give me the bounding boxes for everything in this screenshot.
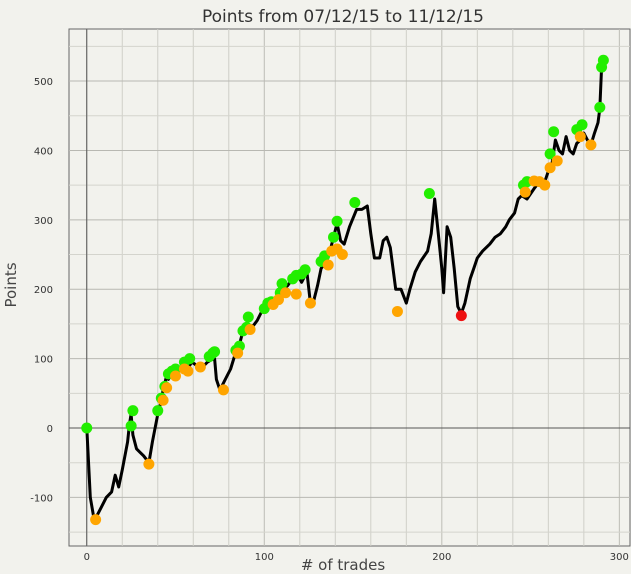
axes — [69, 29, 630, 546]
orange-marker — [161, 382, 173, 394]
orange-marker — [182, 365, 194, 377]
green-marker — [544, 148, 556, 160]
green-marker — [81, 422, 93, 434]
orange-marker — [322, 259, 334, 271]
y-tick-label: 200 — [34, 285, 53, 296]
y-tick-label: 500 — [34, 77, 53, 88]
green-marker — [349, 196, 361, 208]
orange-marker — [551, 155, 563, 167]
orange-marker — [585, 139, 597, 151]
x-tick-label: 300 — [610, 552, 629, 563]
y-tick-label: 0 — [47, 424, 53, 435]
green-marker — [152, 405, 164, 417]
plot-area — [68, 28, 631, 547]
orange-marker — [544, 162, 556, 174]
orange-marker — [391, 305, 403, 317]
orange-marker — [143, 458, 155, 470]
grid — [69, 29, 630, 546]
green-marker — [125, 420, 137, 432]
orange-marker — [244, 323, 256, 335]
green-marker — [423, 187, 435, 199]
green-marker — [597, 54, 609, 66]
orange-marker — [217, 384, 229, 396]
y-tick-label: -100 — [30, 493, 53, 504]
orange-marker — [90, 514, 102, 526]
orange-marker — [232, 347, 244, 359]
orange-marker — [304, 297, 316, 309]
green-marker — [548, 126, 560, 138]
orange-marker — [157, 394, 169, 406]
green-marker — [127, 405, 139, 417]
orange-marker — [170, 370, 182, 382]
red-marker — [455, 310, 467, 322]
orange-marker — [280, 287, 292, 299]
x-tick-label: 100 — [255, 552, 274, 563]
green-marker — [594, 101, 606, 113]
orange-marker — [539, 179, 551, 191]
green-marker — [242, 311, 254, 323]
x-tick-label: 200 — [432, 552, 451, 563]
green-marker — [331, 215, 343, 227]
y-tick-labels: -100 0 100 200 300 400 500 — [30, 77, 53, 504]
orange-marker — [272, 294, 284, 306]
chart-title: Points from 07/12/15 to 11/12/15 — [202, 7, 484, 27]
orange-marker — [336, 249, 348, 261]
green-marker — [209, 346, 221, 358]
x-tick-labels: 0 100 200 300 — [84, 552, 629, 563]
orange-marker — [519, 186, 531, 198]
orange-marker — [574, 131, 586, 143]
x-tick-label: 0 — [84, 552, 90, 563]
y-tick-label: 100 — [34, 355, 53, 366]
orange-marker — [290, 288, 302, 300]
y-axis-label: Points — [2, 262, 20, 307]
green-marker — [184, 353, 196, 365]
orange-marker — [194, 361, 206, 373]
y-tick-label: 400 — [34, 146, 53, 157]
green-marker — [576, 119, 588, 131]
green-marker — [276, 278, 288, 290]
green-marker — [328, 231, 340, 243]
green-marker — [299, 264, 311, 276]
y-tick-label: 300 — [34, 216, 53, 227]
markers-layer — [81, 54, 609, 526]
x-axis-label: # of trades — [301, 556, 386, 574]
